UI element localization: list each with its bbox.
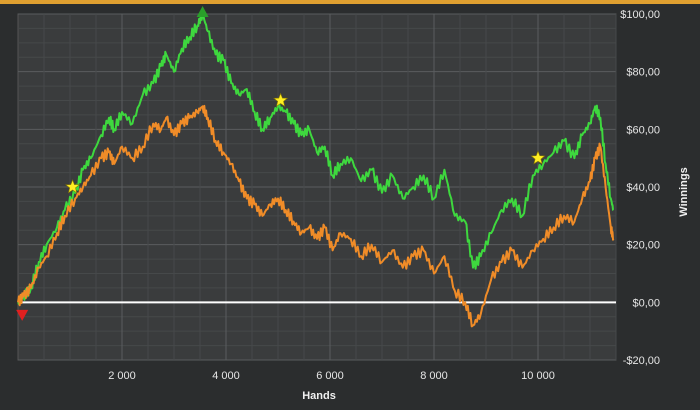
star-marker bbox=[530, 150, 546, 165]
star-marker bbox=[65, 179, 81, 194]
star-marker bbox=[273, 92, 289, 107]
x-tick-label: 2 000 bbox=[108, 370, 136, 382]
series-line-2 bbox=[17, 104, 615, 328]
y-tick-label: $0,00 bbox=[632, 297, 660, 309]
y-tick-label: $40,00 bbox=[626, 182, 660, 194]
low-marker bbox=[16, 309, 29, 321]
y-tick-label: $20,00 bbox=[626, 240, 660, 252]
series-line-1 bbox=[17, 13, 614, 305]
y-tick-label: $100,00 bbox=[620, 9, 660, 21]
x-tick-label: 8 000 bbox=[420, 370, 448, 382]
x-tick-label: 10 000 bbox=[521, 370, 555, 382]
y-tick-label: -$20,00 bbox=[623, 355, 660, 367]
y-tick-label: $60,00 bbox=[626, 124, 660, 136]
y-axis-title: Winnings bbox=[678, 167, 690, 216]
x-tick-label: 6 000 bbox=[316, 370, 344, 382]
x-tick-label: 4 000 bbox=[212, 370, 240, 382]
winnings-chart: 2 000 4 000 6 000 8 000 10 000 $100,00 $80,00… bbox=[16, 6, 690, 402]
peak-marker bbox=[196, 6, 209, 17]
y-tick-label: $80,00 bbox=[626, 67, 660, 79]
x-axis-title: Hands bbox=[302, 390, 336, 402]
